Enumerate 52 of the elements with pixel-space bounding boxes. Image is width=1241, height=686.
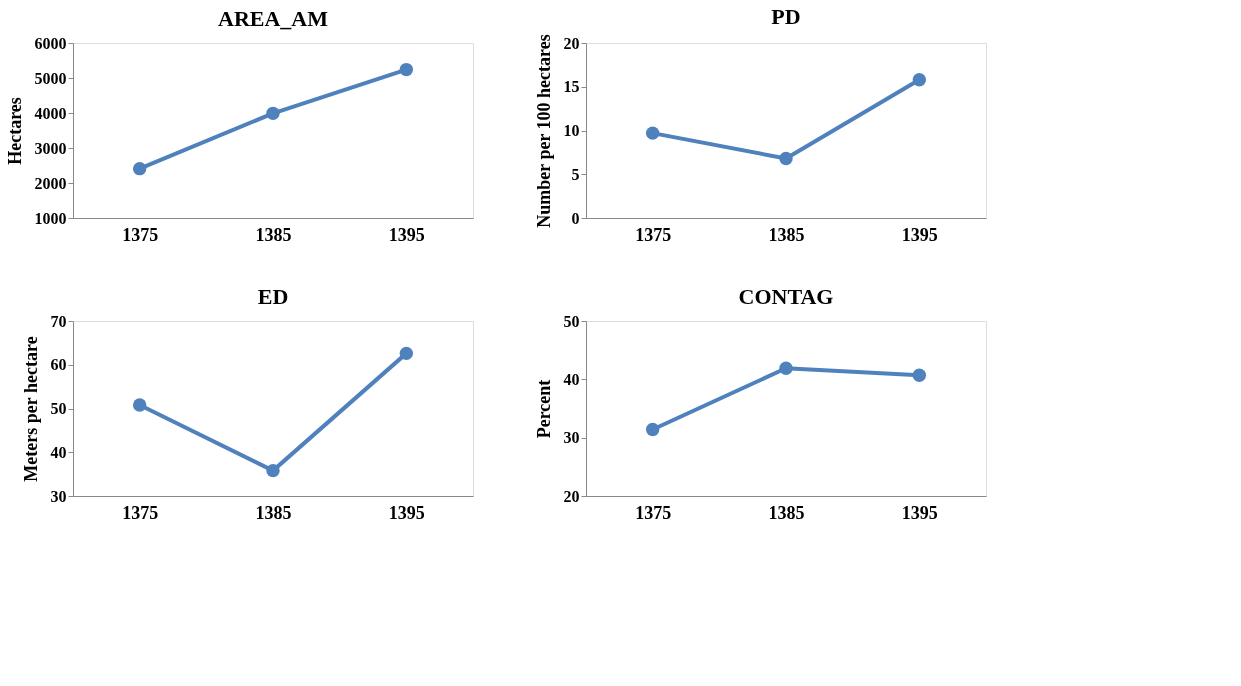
point: [912, 73, 927, 87]
y-axis-title: Percent: [533, 379, 554, 439]
point: [912, 368, 927, 382]
point: [132, 161, 147, 176]
y-axis-title: Hectares: [4, 97, 25, 165]
x-tick-label: 1385: [768, 224, 805, 245]
y-axis-title: Number per 100 hectares: [533, 34, 554, 228]
point: [779, 361, 793, 375]
x-tick-label: 1375: [122, 224, 159, 245]
y-tick-label: 20: [563, 34, 580, 52]
chart-title: ED: [257, 284, 289, 309]
y-tick-label: 2000: [34, 174, 67, 192]
y-tick-label: 30: [563, 429, 580, 447]
x-tick-label: 1395: [901, 502, 938, 523]
chart-title: CONTAG: [738, 284, 834, 309]
x-tick-label: 1375: [635, 502, 672, 523]
y-tick-label: 30: [50, 487, 67, 505]
y-tick-label: 40: [563, 370, 580, 388]
y-tick-label: 6000: [34, 34, 67, 52]
point: [399, 346, 414, 361]
x-tick-label: 1385: [255, 502, 292, 523]
x-tick-label: 1375: [122, 502, 159, 523]
x-tick-label: 1375: [635, 224, 672, 245]
point: [645, 422, 660, 437]
y-tick-label: 5000: [34, 69, 67, 87]
y-tick-label: 4000: [34, 104, 67, 122]
x-tick-label: 1395: [388, 502, 425, 523]
x-tick-label: 1385: [768, 502, 805, 523]
y-tick-label: 5: [571, 165, 580, 183]
point: [399, 62, 414, 77]
chart-title: PD: [771, 4, 801, 30]
x-tick-label: 1385: [255, 224, 292, 245]
y-tick-label: 40: [50, 443, 67, 461]
point: [132, 398, 147, 412]
x-tick-label: 1395: [388, 224, 425, 245]
y-tick-label: 50: [563, 312, 580, 330]
y-tick-label: 20: [563, 487, 580, 505]
y-tick-label: 15: [563, 78, 580, 96]
y-tick-label: 50: [50, 400, 67, 417]
point: [779, 151, 793, 166]
y-tick-label: 10: [563, 122, 580, 139]
x-tick-label: 1395: [901, 224, 938, 245]
y-tick-label: 70: [50, 312, 67, 330]
point: [266, 463, 280, 478]
y-axis-title: Meters per hectare: [20, 336, 41, 482]
chart-title: AREA_AM: [218, 6, 329, 31]
y-tick-label: 3000: [34, 139, 67, 157]
y-tick-label: 60: [50, 356, 67, 374]
y-tick-label: 1000: [34, 209, 67, 227]
point: [266, 106, 280, 121]
point: [645, 126, 660, 140]
y-tick-label: 0: [571, 209, 580, 227]
